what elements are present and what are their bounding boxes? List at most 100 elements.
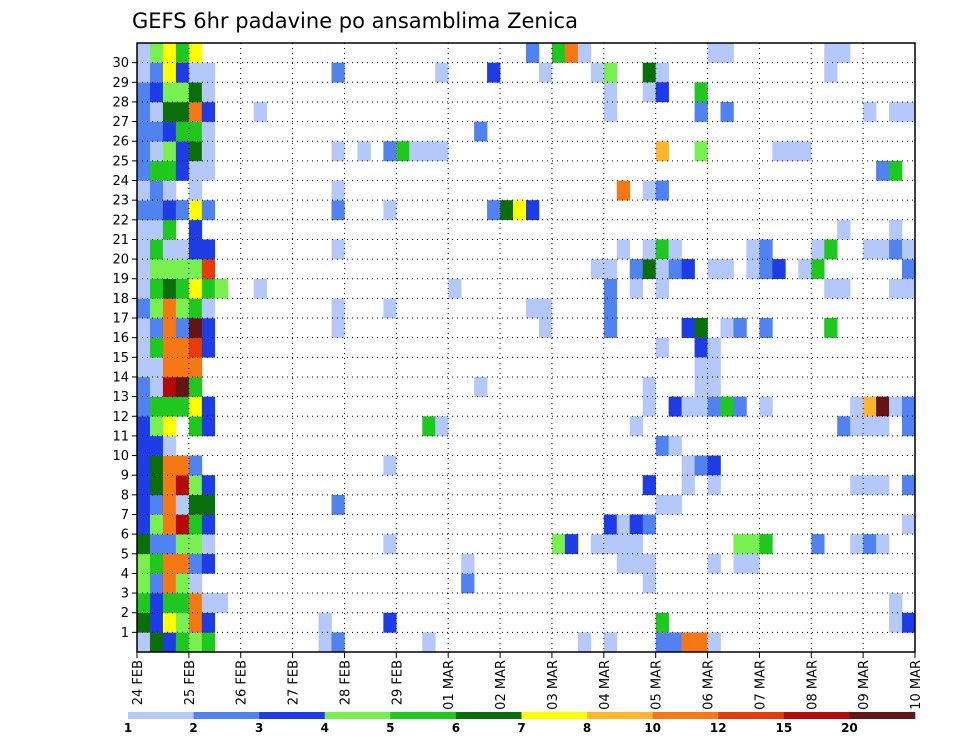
heatmap-cell <box>331 62 345 83</box>
heatmap-cell <box>137 259 151 280</box>
heatmap-cell <box>603 318 618 338</box>
heatmap-cell <box>733 396 747 417</box>
heatmap-cell <box>603 82 618 103</box>
x-tick-label: 25 FEB <box>183 660 198 705</box>
heatmap-cell <box>188 318 203 338</box>
heatmap-cell <box>188 82 203 103</box>
heatmap-cell <box>188 494 203 515</box>
heatmap-cell <box>201 475 216 496</box>
heatmap-cell <box>720 396 734 417</box>
heatmap-cell <box>253 101 267 122</box>
heatmap-cell <box>137 514 151 535</box>
heatmap-cell <box>746 239 760 260</box>
heatmap-cell <box>902 101 916 122</box>
heatmap-cell <box>707 455 721 476</box>
heatmap-cell <box>616 180 631 201</box>
heatmap-cell <box>642 259 656 280</box>
heatmap-cell <box>681 632 695 653</box>
heatmap-cell <box>850 416 864 437</box>
heatmap-cell <box>435 141 449 162</box>
legend-swatch <box>587 712 653 719</box>
heatmap-cell <box>655 435 669 456</box>
heatmap-cell <box>175 573 190 594</box>
heatmap-cell <box>655 337 669 358</box>
heatmap-cell <box>201 396 216 417</box>
heatmap-cell <box>201 82 216 103</box>
heatmap-cell <box>137 278 151 299</box>
heatmap-cell <box>629 553 643 574</box>
heatmap-cell <box>655 494 669 515</box>
heatmap-cell <box>201 278 216 299</box>
heatmap-cell <box>149 455 164 476</box>
heatmap-cell <box>694 141 708 162</box>
x-tick-label: 24 FEB <box>131 660 146 705</box>
heatmap-cell <box>175 612 190 633</box>
heatmap-cell <box>162 416 177 437</box>
heatmap-cell <box>162 553 177 574</box>
heatmap-cell <box>603 62 618 83</box>
heatmap-cell <box>785 141 799 162</box>
heatmap-cell <box>188 612 203 633</box>
heatmap-cell <box>149 396 164 417</box>
heatmap-cell <box>642 376 656 397</box>
heatmap-cell <box>137 298 151 319</box>
legend-swatch <box>324 712 391 719</box>
heatmap-cell <box>175 239 190 260</box>
heatmap-cell <box>564 534 579 555</box>
legend-swatch <box>193 712 260 719</box>
heatmap-cell <box>837 278 851 299</box>
heatmap-cell <box>876 396 890 417</box>
heatmap-cell <box>629 514 643 535</box>
heatmap-cell <box>188 376 203 397</box>
heatmap-cell <box>162 514 177 535</box>
heatmap-cell <box>876 160 890 181</box>
heatmap-cell <box>162 376 177 397</box>
heatmap-cell <box>889 612 903 633</box>
heatmap-cell <box>162 318 177 338</box>
heatmap-cell <box>642 239 656 260</box>
heatmap-cell <box>396 141 410 162</box>
heatmap-cell <box>188 534 203 555</box>
heatmap-cell <box>175 101 190 122</box>
heatmap-cell <box>500 200 514 221</box>
heatmap-cell <box>149 259 164 280</box>
heatmap-cell <box>175 475 190 496</box>
heatmap-cell <box>837 43 851 63</box>
heatmap-cell <box>694 101 708 122</box>
x-tick-label: 10 MAR <box>909 660 924 710</box>
heatmap-cell <box>707 259 721 280</box>
heatmap-cell <box>694 396 708 417</box>
heatmap-cell <box>889 160 903 181</box>
heatmap-cell <box>681 259 695 280</box>
heatmap-cell <box>162 475 177 496</box>
heatmap-cell <box>162 180 177 201</box>
legend-label: 8 <box>583 721 591 735</box>
heatmap-cell <box>889 396 903 417</box>
heatmap-cell <box>435 416 449 437</box>
heatmap-cell <box>137 435 151 456</box>
heatmap-cell <box>149 494 164 515</box>
heatmap-cell <box>162 259 177 280</box>
heatmap-cell <box>201 298 216 319</box>
heatmap-cell <box>759 318 773 338</box>
heatmap-cell <box>175 141 190 162</box>
heatmap-cell <box>201 200 216 221</box>
heatmap-cells <box>137 43 916 653</box>
heatmap-cell <box>863 396 877 417</box>
y-tick-label: 8 <box>121 488 129 503</box>
heatmap-cell <box>824 318 838 338</box>
heatmap-cell <box>175 82 190 103</box>
heatmap-cell <box>201 494 216 515</box>
x-axis: 24 FEB 25 FEB 26 FEB 27 FEB 28 FEB 29 FEB 01 M… <box>131 652 924 710</box>
heatmap-cell <box>149 121 164 142</box>
legend-label: 3 <box>255 721 263 735</box>
heatmap-cell <box>889 219 903 240</box>
heatmap-cell <box>889 278 903 299</box>
heatmap-cell <box>162 82 177 103</box>
y-tick-label: 13 <box>112 390 129 405</box>
grid-lines <box>137 43 915 652</box>
heatmap-cell <box>331 494 345 515</box>
heatmap-cell <box>409 141 423 162</box>
heatmap-cell <box>642 553 656 574</box>
